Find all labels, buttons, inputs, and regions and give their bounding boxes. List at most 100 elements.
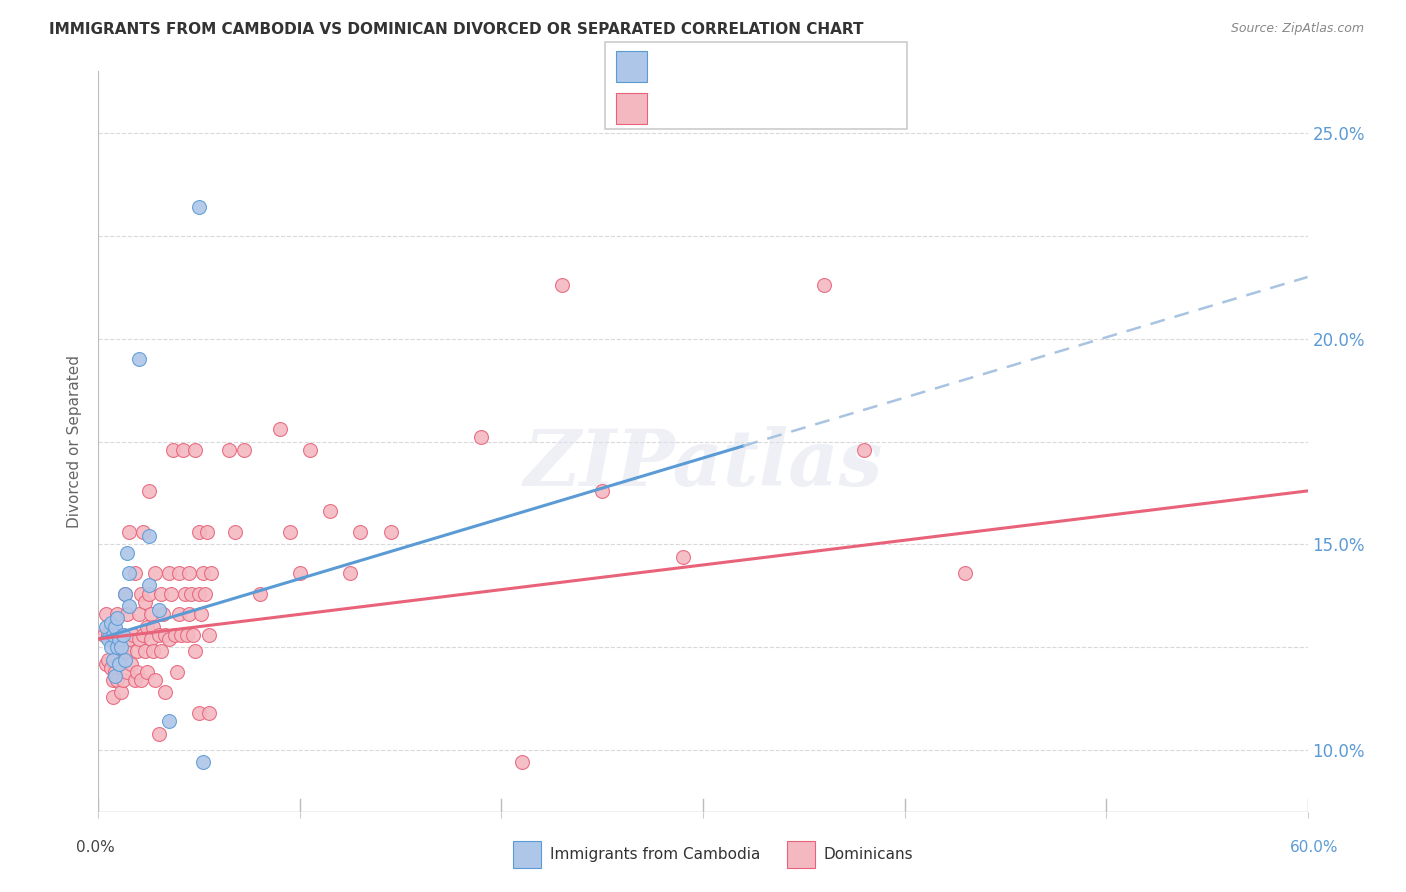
Point (149, 587, 172, 601)
Point (121, 628, 143, 642)
Point (107, 632, 129, 646)
Point (120, 657, 142, 671)
Point (105, 673, 128, 687)
Point (142, 644, 165, 658)
Point (269, 422, 291, 436)
Point (105, 607, 128, 622)
Point (510, 756, 533, 770)
Point (134, 595, 156, 609)
Point (97, 628, 120, 642)
Point (176, 628, 198, 642)
Point (152, 607, 174, 622)
Point (198, 706, 221, 720)
Point (100, 620, 122, 634)
Point (218, 442, 240, 457)
Point (184, 442, 207, 457)
Point (107, 632, 129, 646)
Point (138, 483, 160, 498)
Text: Source: ZipAtlas.com: Source: ZipAtlas.com (1230, 22, 1364, 36)
Point (179, 607, 201, 622)
Point (97, 632, 120, 646)
Text: 0.0%: 0.0% (76, 840, 115, 855)
Text: 0.399: 0.399 (695, 99, 748, 118)
Point (128, 607, 150, 622)
Point (125, 665, 148, 679)
Point (93, 628, 115, 642)
Point (551, 278, 574, 293)
Point (193, 756, 215, 770)
Point (149, 644, 172, 658)
Point (125, 644, 148, 658)
Point (118, 599, 141, 613)
Point (672, 549, 695, 564)
Text: IMMIGRANTS FROM CAMBODIA VS DOMINICAN DIVORCED OR SEPARATED CORRELATION CHART: IMMIGRANTS FROM CAMBODIA VS DOMINICAN DI… (49, 22, 863, 37)
Point (188, 587, 211, 601)
Text: 0.320: 0.320 (695, 57, 747, 76)
Point (190, 607, 212, 622)
Point (142, 620, 165, 634)
Point (139, 632, 162, 646)
Point (157, 632, 180, 646)
Point (163, 628, 186, 642)
Point (153, 685, 176, 699)
Point (174, 587, 197, 601)
Text: 60.0%: 60.0% (1291, 840, 1339, 855)
Point (135, 620, 157, 634)
Point (107, 657, 129, 671)
Text: Dominicans: Dominicans (824, 847, 914, 862)
Point (179, 566, 201, 581)
Point (162, 442, 184, 457)
Point (249, 587, 271, 601)
Point (181, 628, 204, 642)
Point (157, 566, 180, 581)
Point (96, 607, 118, 622)
Point (138, 529, 160, 543)
Point (100, 640, 122, 655)
Point (138, 587, 160, 601)
Point (110, 644, 132, 658)
Point (103, 620, 125, 634)
Point (135, 665, 157, 679)
Point (167, 566, 190, 581)
Point (319, 504, 342, 518)
Text: 102: 102 (775, 99, 813, 118)
Point (101, 628, 124, 642)
Point (111, 673, 134, 687)
Point (111, 628, 134, 642)
Point (132, 628, 155, 642)
Point (180, 587, 202, 601)
Point (184, 644, 207, 658)
Point (224, 524, 246, 539)
Point (118, 566, 141, 581)
Point (132, 524, 155, 539)
Point (114, 587, 136, 601)
Point (114, 652, 136, 666)
Text: R =: R = (658, 57, 695, 76)
Point (157, 714, 180, 729)
Point (853, 442, 876, 457)
Point (128, 632, 150, 646)
Point (153, 628, 176, 642)
Point (110, 685, 132, 699)
Point (198, 628, 221, 642)
Text: ZIPatlas: ZIPatlas (523, 425, 883, 502)
Text: N =: N = (740, 99, 776, 118)
Point (288, 566, 311, 581)
Point (103, 665, 125, 679)
Point (167, 607, 190, 622)
Point (115, 607, 138, 622)
Text: N =: N = (740, 57, 776, 76)
Point (103, 669, 125, 683)
Point (188, 524, 211, 539)
Point (100, 661, 122, 675)
Point (193, 566, 215, 581)
Point (114, 587, 136, 601)
Point (194, 587, 217, 601)
Point (160, 587, 183, 601)
Point (232, 442, 254, 457)
Point (172, 442, 194, 457)
Point (101, 673, 124, 687)
Point (110, 640, 132, 655)
Point (129, 587, 152, 601)
Point (138, 578, 160, 592)
